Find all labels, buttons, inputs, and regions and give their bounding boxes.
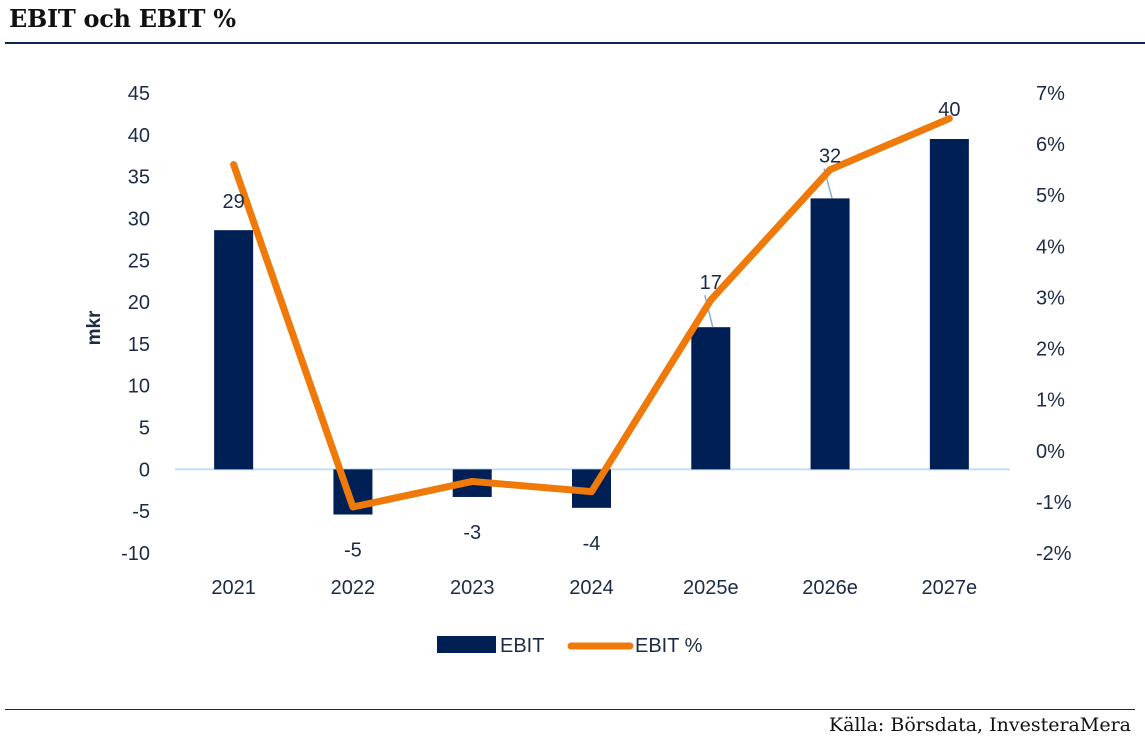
y-tick-label: 10 [128, 376, 150, 398]
y-tick-label: 25 [128, 250, 150, 272]
bar-ebit [691, 327, 731, 470]
y2-tick-label: -2% [1036, 543, 1072, 565]
x-tick-label: 2021 [211, 577, 256, 599]
legend-label-ebit-percent: EBIT % [635, 635, 703, 657]
leader-line [704, 294, 714, 328]
data-label-ebit: 40 [938, 99, 960, 121]
y2-tick-label: 6% [1036, 134, 1065, 156]
y2-tick-label: 0% [1036, 441, 1065, 463]
legend-label-ebit: EBIT [500, 635, 544, 657]
bar-ebit [810, 198, 850, 470]
data-label-ebit: -3 [463, 522, 481, 544]
x-tick-label: 2023 [450, 577, 495, 599]
y-tick-label: 30 [128, 208, 150, 230]
x-tick-label: 2027e [922, 577, 978, 599]
y2-tick-label: 4% [1036, 236, 1065, 258]
y-axis-label: mkr [84, 310, 105, 345]
x-tick-label: 2022 [331, 577, 376, 599]
data-label-ebit: 17 [700, 272, 722, 294]
y2-tick-label: -1% [1036, 492, 1072, 514]
footer-divider [5, 709, 1135, 710]
bars [214, 139, 969, 515]
data-label-ebit: 32 [819, 145, 841, 167]
y-tick-label: 15 [128, 334, 150, 356]
y2-tick-label: 2% [1036, 339, 1065, 361]
legend: EBIT EBIT % [437, 635, 703, 657]
y-tick-label: 45 [128, 83, 150, 105]
y-tick-label: 0 [139, 459, 150, 481]
y2-tick-label: 3% [1036, 287, 1065, 309]
data-label-ebit: 29 [223, 191, 245, 213]
x-tick-label: 2024 [569, 577, 614, 599]
bar-ebit [214, 230, 254, 470]
right-axis-ticks: 7% 6% 5% 4% 3% 2% 1% 0% -1% -2% [1036, 83, 1072, 565]
y-tick-label: -5 [132, 501, 150, 523]
legend-swatch-ebit [437, 636, 496, 653]
y2-tick-label: 1% [1036, 390, 1065, 412]
y-tick-label: 20 [128, 292, 150, 314]
y-tick-label: -10 [121, 543, 150, 565]
line-ebit-percent [230, 115, 953, 511]
x-tick-label: 2026e [802, 577, 858, 599]
left-axis-ticks: 45 40 35 30 25 20 15 10 5 0 -5 -10 [121, 83, 150, 565]
data-labels: 29 -5 -3 -4 17 32 40 [223, 99, 961, 562]
chart-title: EBIT och EBIT % [9, 4, 236, 33]
data-label-ebit: -4 [583, 533, 601, 555]
y2-tick-label: 5% [1036, 185, 1065, 207]
y-tick-label: 35 [128, 167, 150, 189]
bar-ebit [929, 139, 969, 470]
y2-tick-label: 7% [1036, 83, 1065, 105]
x-axis-ticks: 2021 2022 2023 2024 2025e 2026e 2027e [211, 577, 977, 599]
data-label-ebit: -5 [344, 540, 362, 562]
chart: 45 40 35 30 25 20 15 10 5 0 -5 -10 7% 6% 5% 4% 3% 2% 1% 0%… [84, 83, 1072, 657]
y-tick-label: 40 [128, 125, 150, 147]
x-tick-label: 2025e [683, 577, 739, 599]
source-note: Källa: Börsdata, InvesteraMera [828, 714, 1131, 736]
y-tick-label: 5 [139, 418, 150, 440]
title-divider [5, 42, 1145, 44]
